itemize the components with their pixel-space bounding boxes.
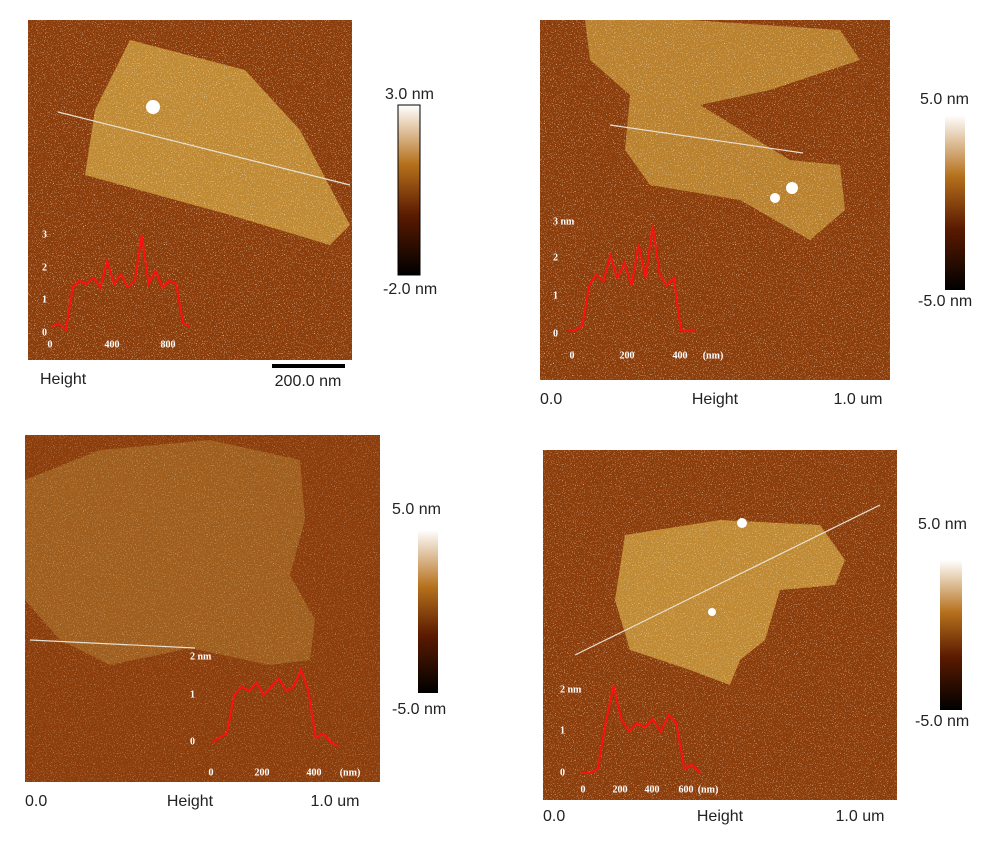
footer-label: Height xyxy=(697,808,744,825)
profile-x-tick: (nm) xyxy=(698,784,719,795)
profile-y-tick: 0 xyxy=(42,327,47,338)
color-bar xyxy=(418,530,438,693)
profile-y-tick: 1 xyxy=(190,689,195,700)
height-profile xyxy=(211,667,339,748)
profile-x-tick: 400 xyxy=(645,784,660,795)
footer-label: Height xyxy=(167,793,214,810)
footer-label: 0.0 xyxy=(543,808,565,825)
scale-bottom-label: -5.0 nm xyxy=(392,701,446,718)
profile-y-tick: 1 xyxy=(42,294,47,305)
footer-label: 200.0 nm xyxy=(275,373,342,390)
scale-top-label: 5.0 nm xyxy=(920,91,969,108)
color-bar xyxy=(940,560,962,710)
footer-label: 1.0 um xyxy=(836,808,885,825)
profile-x-tick: 400 xyxy=(105,339,120,350)
profile-x-tick: 800 xyxy=(161,339,176,350)
profile-x-tick: (nm) xyxy=(703,350,724,361)
profile-x-tick: 200 xyxy=(255,767,270,778)
afm-image xyxy=(28,20,352,368)
profile-y-tick: 1 xyxy=(560,725,565,736)
profile-x-tick: 0 xyxy=(570,350,575,361)
profile-y-tick: 0 xyxy=(560,767,565,778)
footer-label: 0.0 xyxy=(540,391,562,408)
profile-x-tick: 0 xyxy=(209,767,214,778)
scale-top-label: 5.0 nm xyxy=(392,501,441,518)
scale-bottom-label: -5.0 nm xyxy=(918,293,972,310)
afm-image xyxy=(25,435,380,782)
footer-label: 1.0 um xyxy=(311,793,360,810)
scale-bottom-label: -5.0 nm xyxy=(915,713,969,730)
profile-y-tick: 3 xyxy=(42,229,47,240)
profile-x-tick: 200 xyxy=(620,350,635,361)
profile-x-tick: 0 xyxy=(581,784,586,795)
profile-x-tick: 0 xyxy=(48,339,53,350)
color-bar xyxy=(945,115,965,290)
scale-top-label: 3.0 nm xyxy=(385,86,434,103)
profile-y-tick: 2 xyxy=(553,252,558,263)
footer-label: 0.0 xyxy=(25,793,47,810)
color-bar xyxy=(397,104,421,276)
profile-x-tick: (nm) xyxy=(340,767,361,778)
scale-bottom-label: -2.0 nm xyxy=(383,281,437,298)
footer-label: 1.0 um xyxy=(834,391,883,408)
height-profile xyxy=(582,685,701,774)
profile-y-tick: 0 xyxy=(553,328,558,339)
footer-label: Height xyxy=(40,371,87,388)
profile-y-tick: 0 xyxy=(190,736,195,747)
afm-image xyxy=(543,450,897,800)
profile-y-tick: 2 nm xyxy=(560,684,582,695)
profile-x-tick: 200 xyxy=(613,784,628,795)
scale-top-label: 5.0 nm xyxy=(918,516,967,533)
profile-y-tick: 1 xyxy=(553,290,558,301)
profile-y-tick: 2 nm xyxy=(190,651,212,662)
height-profile xyxy=(51,234,191,332)
profile-y-tick: 2 xyxy=(42,262,47,273)
profile-x-tick: 400 xyxy=(673,350,688,361)
afm-image xyxy=(540,20,890,380)
profile-x-tick: 600 xyxy=(679,784,694,795)
profile-x-tick: 400 xyxy=(307,767,322,778)
profile-y-tick: 3 nm xyxy=(553,216,575,227)
height-profile xyxy=(568,225,695,332)
footer-label: Height xyxy=(692,391,739,408)
